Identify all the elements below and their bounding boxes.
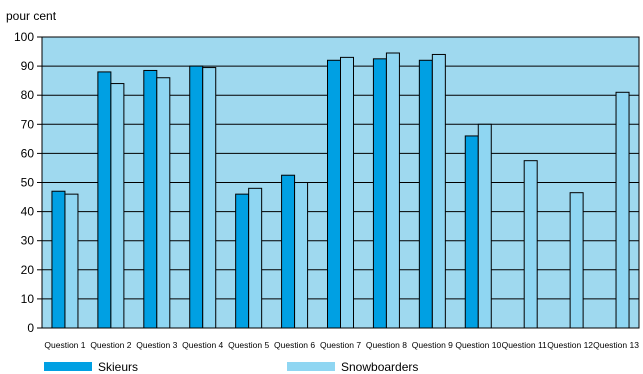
bar-snowboarders xyxy=(64,193,79,329)
x-tick-label: Question 5 xyxy=(228,340,269,350)
x-axis: Question 1 Question 2 Question 3 Question 4… xyxy=(44,340,639,350)
y-tick-label: 100 xyxy=(14,30,34,44)
y-axis: 0 10 20 30 40 50 60 70 80 90 100 xyxy=(14,30,42,335)
y-tick-label: 0 xyxy=(27,321,34,335)
y-tick-label: 80 xyxy=(21,88,35,102)
bar-skieurs xyxy=(418,59,433,329)
bar-snowboarders xyxy=(477,123,492,329)
x-tick-label: Question 7 xyxy=(320,340,361,350)
bar-skieurs xyxy=(189,65,204,329)
x-tick-label: Question 13 xyxy=(593,340,639,350)
x-tick-label: Question 1 xyxy=(44,340,85,350)
legend-label: Snowboarders xyxy=(341,360,418,374)
y-tick-label: 40 xyxy=(21,205,35,219)
bar-skieurs xyxy=(372,58,387,329)
bar-snowboarders xyxy=(156,77,171,329)
bar-snowboarders xyxy=(615,91,630,329)
bar-snowboarders xyxy=(202,67,217,329)
x-tick-label: Question 4 xyxy=(182,340,223,350)
y-tick-label: 90 xyxy=(21,59,35,73)
y-tick-label: 70 xyxy=(21,117,35,131)
bar-snowboarders xyxy=(340,56,354,329)
x-tick-label: Question 12 xyxy=(547,340,593,350)
x-tick-label: Question 11 xyxy=(502,340,547,350)
y-tick-label: 50 xyxy=(21,176,35,190)
bar-skieurs xyxy=(235,193,250,329)
y-tick-label: 30 xyxy=(21,234,35,248)
bar-skieurs xyxy=(51,190,66,329)
x-tick-label: Question 2 xyxy=(90,340,131,350)
bar-snowboarders xyxy=(569,192,584,329)
bar-skieurs xyxy=(327,59,341,329)
y-tick-label: 10 xyxy=(21,292,35,306)
bar-skieurs xyxy=(281,174,296,329)
y-axis-label: pour cent xyxy=(6,9,57,23)
bar-skieurs xyxy=(464,135,479,329)
x-tick-label: Question 6 xyxy=(274,340,315,350)
legend-swatch xyxy=(44,362,92,371)
x-tick-label: Question 8 xyxy=(366,340,407,350)
legend-swatch xyxy=(287,362,335,371)
y-tick-label: 20 xyxy=(21,263,35,277)
x-tick-label: Question 9 xyxy=(412,340,453,350)
bar-snowboarders xyxy=(294,182,309,329)
bar-snowboarders xyxy=(110,83,125,329)
bars xyxy=(51,52,630,329)
legend-label: Skieurs xyxy=(98,360,138,374)
bar-skieurs xyxy=(97,71,112,329)
bar-snowboarders xyxy=(523,160,538,329)
bar-snowboarders xyxy=(248,187,263,329)
bar-snowboarders xyxy=(385,52,400,329)
bar-skieurs xyxy=(143,69,158,329)
y-tick-label: 60 xyxy=(21,146,35,160)
x-tick-label: Question 3 xyxy=(136,340,177,350)
bar-snowboarders xyxy=(431,53,446,329)
x-tick-label: Question 10 xyxy=(455,340,501,350)
legend: Skieurs Snowboarders xyxy=(44,360,418,374)
